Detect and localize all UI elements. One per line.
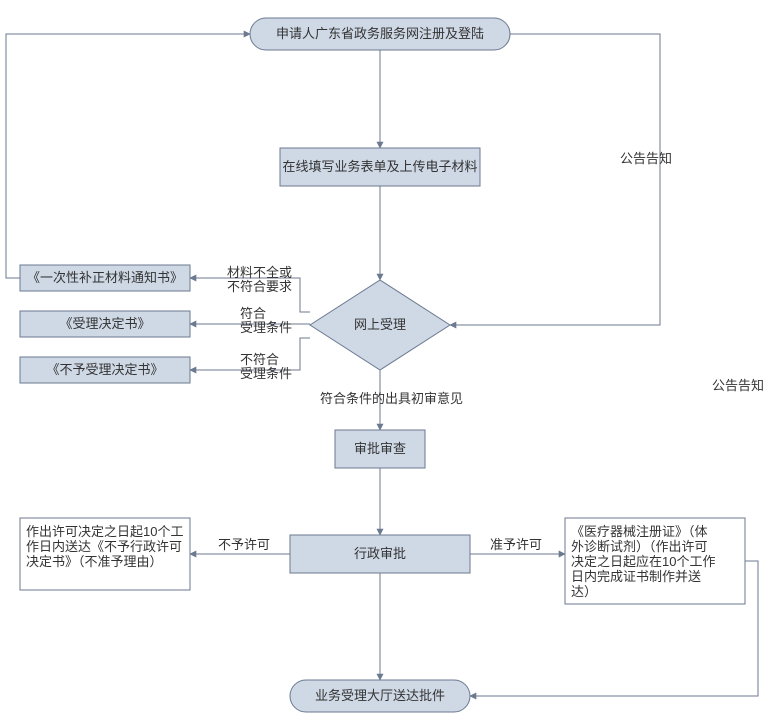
label-grantBox-line1: 外诊断试剂）（作出许可 [571, 539, 708, 554]
label-start: 申请人广东省政务服务网注册及登陆 [276, 26, 484, 41]
edge-11 [450, 34, 660, 325]
label-review: 审批审查 [354, 441, 406, 456]
label-grantBox-line2: 决定之日起应在10个工作 [571, 554, 715, 569]
label-denyBox-line0: 作出许可决定之日起10个工 [26, 524, 183, 539]
edge-label-2-0: 材料不全或 [227, 265, 292, 280]
label-end: 业务受理大厅送达批件 [315, 688, 445, 703]
edge-label-3-1: 受理条件 [240, 320, 292, 335]
edge-label-4-1: 受理条件 [240, 366, 292, 381]
edge-label-3-0: 符合 [240, 306, 266, 321]
label-grantBox-line0: 《医疗器械注册证》（体 [571, 524, 708, 539]
edge-label-11-0: 公告告知 [620, 151, 672, 166]
label-denyBox-line2: 决定书》（不准予理由） [26, 554, 163, 569]
label-denyBox-line1: 作日内送达《不予行政许可 [26, 539, 182, 554]
edge-label-5-0: 符合条件的出具初审意见 [320, 391, 463, 406]
label-docReject: 《不予受理决定书》 [46, 362, 163, 377]
edge-label-7-0: 不予许可 [218, 537, 270, 552]
label-approval: 行政审批 [354, 546, 406, 561]
label-grantBox-line3: 日内完成证书制作并送 [571, 569, 701, 584]
edge-label-8-0: 准予许可 [490, 537, 542, 552]
label-docSupplement: 《一次性补正材料通知书》 [27, 270, 183, 285]
label-decision: 网上受理 [354, 317, 406, 332]
edge-10 [6, 34, 250, 278]
edge-label-2-1: 不符合要求 [227, 279, 292, 294]
edge-label-4-0: 不符合 [240, 352, 279, 367]
label-grantBox-line4: 达） [571, 584, 597, 599]
edge-label-12-0: 公告告知 [712, 378, 764, 393]
label-fillForm: 在线填写业务表单及上传电子材料 [282, 159, 477, 174]
label-docAccept: 《受理决定书》 [59, 316, 150, 331]
